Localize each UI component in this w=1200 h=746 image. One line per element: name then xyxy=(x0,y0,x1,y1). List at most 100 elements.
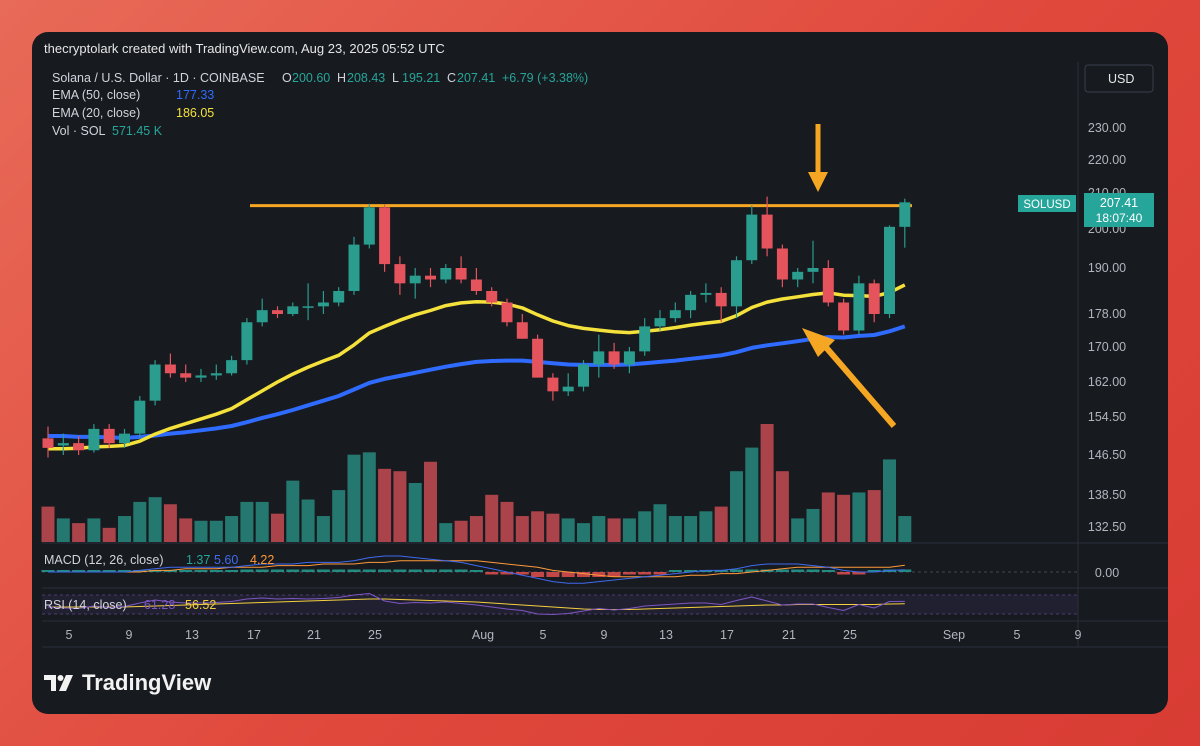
time-tick-label: 5 xyxy=(1014,628,1021,642)
candle-body xyxy=(608,351,620,365)
macd-histogram-bar xyxy=(607,572,621,577)
volume-bar xyxy=(607,518,621,542)
macd-histogram-bar xyxy=(622,572,636,575)
legend-ohlc-key: C xyxy=(447,71,456,85)
macd-histogram-bar xyxy=(41,570,55,572)
volume-bar xyxy=(791,518,805,542)
candle-body xyxy=(700,292,712,295)
candle-body xyxy=(119,433,130,444)
macd-histogram-bar xyxy=(87,570,101,572)
time-tick-label: 9 xyxy=(126,628,133,642)
candle-body xyxy=(731,260,742,307)
volume-bar xyxy=(118,516,131,542)
volume-bar xyxy=(852,492,866,542)
legend-ohlc-value: 207.41 xyxy=(457,71,495,85)
macd-histogram-bar xyxy=(546,572,560,577)
time-tick-label: 21 xyxy=(782,628,796,642)
price-tick-label: 138.50 xyxy=(1088,488,1126,502)
macd-histogram-bar xyxy=(821,570,835,572)
rsi-line xyxy=(47,593,905,615)
volume-bar xyxy=(577,523,590,542)
volume-bar xyxy=(699,511,713,542)
macd-histogram-bar xyxy=(133,570,147,572)
macd-histogram-bar xyxy=(424,569,437,572)
legend-vol-label: Vol · SOL xyxy=(52,124,106,138)
candle-body xyxy=(210,373,222,376)
price-tag-value: 207.41 xyxy=(1100,196,1138,210)
macd-histogram-bar xyxy=(163,570,177,572)
volume-bar xyxy=(515,516,529,542)
symbol-tag-label: SOLUSD xyxy=(1023,199,1070,211)
time-tick-label: 21 xyxy=(307,628,321,642)
price-tick-label: 162.00 xyxy=(1088,375,1126,389)
volume-bar xyxy=(194,520,208,542)
volume-bar xyxy=(301,499,315,542)
macd-histogram-bar xyxy=(837,572,851,575)
volume-bar xyxy=(546,513,560,542)
legend-ohlc-value: 208.43 xyxy=(347,71,385,85)
price-tick-label: 132.50 xyxy=(1088,520,1126,534)
volume-bar xyxy=(286,480,300,542)
macd-histogram-bar xyxy=(347,569,361,572)
legend-ohlc-key: O xyxy=(282,71,292,85)
candle-body xyxy=(899,202,911,227)
rsi-ma-line xyxy=(48,598,905,610)
macd-histogram-bar xyxy=(745,569,759,572)
volume-bar xyxy=(393,471,407,542)
volume-bar xyxy=(56,518,70,542)
volume-bar xyxy=(408,483,422,542)
macd-histogram-bar xyxy=(225,570,239,572)
volume-bar xyxy=(209,520,223,542)
volume-bar xyxy=(775,471,789,542)
candle-body xyxy=(272,310,283,314)
ema20-line xyxy=(48,283,906,451)
macd-histogram-bar xyxy=(72,570,86,572)
volume-bar xyxy=(500,501,514,542)
time-tick-label: 5 xyxy=(66,628,73,642)
price-tick-label: 220.00 xyxy=(1088,153,1126,167)
candle-body xyxy=(42,438,54,448)
volume-bar xyxy=(225,516,239,542)
candle-body xyxy=(669,310,681,319)
macd-histogram-bar xyxy=(469,570,483,572)
macd-histogram-bar xyxy=(898,569,912,572)
candle-body xyxy=(884,226,895,314)
legend-ema50-value: 177.33 xyxy=(176,88,214,102)
candle-body xyxy=(195,375,207,378)
volume-bar xyxy=(883,459,896,542)
candle-body xyxy=(287,306,299,314)
tradingview-logo-icon xyxy=(44,675,73,691)
macd-histogram-bar xyxy=(531,572,545,577)
legend-ohlc-key: H xyxy=(337,71,346,85)
volume-bar xyxy=(163,504,177,542)
macd-histogram-bar xyxy=(102,570,116,572)
legend-ohlc-value: 195.21 xyxy=(402,71,440,85)
macd-signal-line xyxy=(48,560,905,578)
macd-histogram-bar xyxy=(271,569,284,572)
volume-bar xyxy=(531,511,545,542)
candle-body xyxy=(425,275,436,280)
macd-histogram-bar xyxy=(286,569,300,572)
price-tick-label: 146.50 xyxy=(1088,448,1126,462)
chart-svg[interactable]: 230.00220.00210.00200.00190.00178.00170.… xyxy=(32,32,1168,714)
candle-body xyxy=(593,351,605,365)
macd-histogram-bar xyxy=(485,572,499,575)
volume-bar xyxy=(332,490,346,542)
macd-histogram-bar xyxy=(56,570,70,572)
candle-body xyxy=(88,428,100,451)
currency-button[interactable] xyxy=(1084,64,1154,93)
diagonal-arrow-head xyxy=(802,328,835,357)
candle-body xyxy=(746,214,758,261)
price-tick-label: 178.00 xyxy=(1088,307,1126,321)
candle-body xyxy=(379,207,391,265)
candle-body xyxy=(578,364,589,387)
time-tick-label: Sep xyxy=(943,628,965,642)
tradingview-brand: TradingView xyxy=(82,670,212,695)
candle-body xyxy=(317,302,329,307)
rsi-value-1: 61.28 xyxy=(144,598,175,612)
macd-histogram-bar xyxy=(240,569,254,572)
volume-bar xyxy=(622,518,636,542)
macd-histogram-bar xyxy=(255,569,269,572)
volume-bar xyxy=(561,518,575,542)
macd-histogram-bar xyxy=(791,569,805,572)
